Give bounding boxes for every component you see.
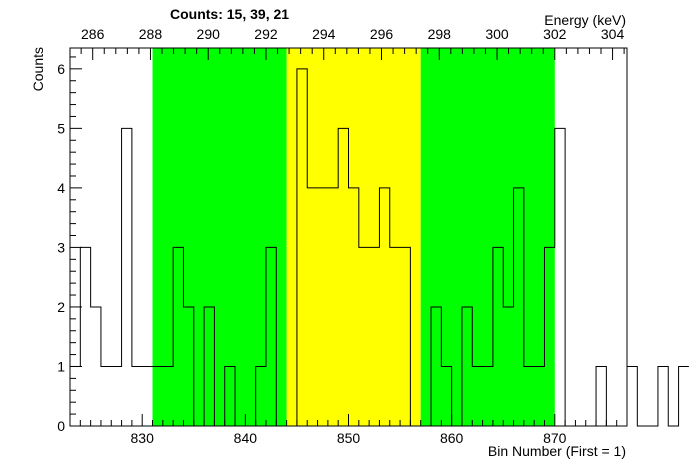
energy-tick-label: 304 bbox=[601, 26, 625, 42]
energy-tick-label: 286 bbox=[81, 26, 105, 42]
y-tick-label: 2 bbox=[57, 299, 65, 315]
region-peak bbox=[286, 48, 421, 426]
region-right-background bbox=[420, 48, 555, 426]
y-tick-label: 1 bbox=[57, 358, 65, 374]
energy-tick-label: 302 bbox=[543, 26, 567, 42]
energy-tick-label: 298 bbox=[428, 26, 452, 42]
energy-tick-label: 296 bbox=[370, 26, 394, 42]
y-tick-label: 0 bbox=[57, 418, 65, 434]
y-axis-title: Counts bbox=[30, 47, 46, 91]
chart-title: Counts: 15, 39, 21 bbox=[170, 6, 289, 22]
energy-tick-label: 290 bbox=[197, 26, 221, 42]
x-tick-label: 830 bbox=[131, 430, 155, 446]
region-layer bbox=[152, 48, 555, 426]
x-tick-label: 860 bbox=[440, 430, 464, 446]
x-tick-label: 850 bbox=[337, 430, 361, 446]
plot-frame bbox=[69, 47, 628, 427]
x-tick-label: 840 bbox=[234, 430, 258, 446]
energy-axis-title: Energy (keV) bbox=[544, 12, 626, 28]
energy-tick-label: 288 bbox=[139, 26, 163, 42]
y-tick-label: 5 bbox=[57, 120, 65, 136]
region-left-background bbox=[152, 48, 287, 426]
energy-tick-label: 294 bbox=[312, 26, 336, 42]
energy-tick-label: 292 bbox=[254, 26, 278, 42]
tick-label-layer: 830 840 850 860 870 0 1 2 3 4 5 6 286 288 290 292 294 296… bbox=[57, 26, 624, 446]
x-tick-label: 870 bbox=[543, 430, 567, 446]
x-axis-title: Bin Number (First = 1) bbox=[488, 443, 626, 459]
y-tick-label: 6 bbox=[57, 61, 65, 77]
energy-tick-label: 300 bbox=[485, 26, 509, 42]
y-tick-label: 4 bbox=[57, 180, 65, 196]
y-tick-label: 3 bbox=[57, 239, 65, 255]
